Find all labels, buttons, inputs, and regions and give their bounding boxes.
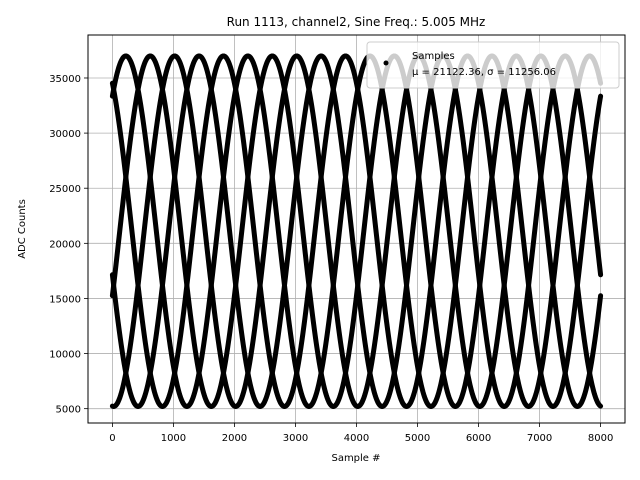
x-tick-label: 4000	[344, 433, 369, 444]
y-tick-label: 30000	[49, 129, 81, 140]
y-tick-label: 35000	[49, 74, 81, 85]
y-axis-label: ADC Counts	[17, 199, 28, 259]
sample-track-5	[109, 53, 604, 409]
x-tick-label: 7000	[527, 433, 552, 444]
y-tick-label: 5000	[56, 405, 81, 416]
y-tick-label: 15000	[49, 294, 81, 305]
sample-track-3	[109, 53, 604, 409]
legend-series-name: Samples	[412, 51, 455, 62]
sample-track-2	[109, 53, 604, 409]
x-axis-ticks: 0 1000 2000 3000 4000 5000 6000 7000 8000	[109, 423, 613, 444]
x-tick-label: 5000	[405, 433, 430, 444]
x-tick-label: 0	[109, 433, 115, 444]
y-tick-label: 25000	[49, 184, 81, 195]
legend-box	[366, 41, 620, 89]
x-tick-label: 2000	[222, 433, 247, 444]
x-tick-label: 6000	[466, 433, 491, 444]
chart-title: Run 1113, channel2, Sine Freq.: 5.005 MH…	[227, 15, 486, 29]
y-axis-ticks: 5000 10000 15000 20000 25000 30000 35000	[49, 74, 88, 416]
y-tick-label: 10000	[49, 350, 81, 361]
y-tick-label: 20000	[49, 239, 81, 250]
legend: Samples μ = 21122.36, σ = 11256.06	[366, 41, 620, 89]
data-series-samples	[109, 53, 604, 409]
x-tick-label: 1000	[161, 433, 186, 444]
x-tick-label: 3000	[283, 433, 308, 444]
x-axis-label: Sample #	[331, 453, 380, 464]
x-tick-label: 8000	[588, 433, 613, 444]
legend-marker	[383, 60, 389, 66]
legend-series-stats: μ = 21122.36, σ = 11256.06	[412, 67, 556, 78]
